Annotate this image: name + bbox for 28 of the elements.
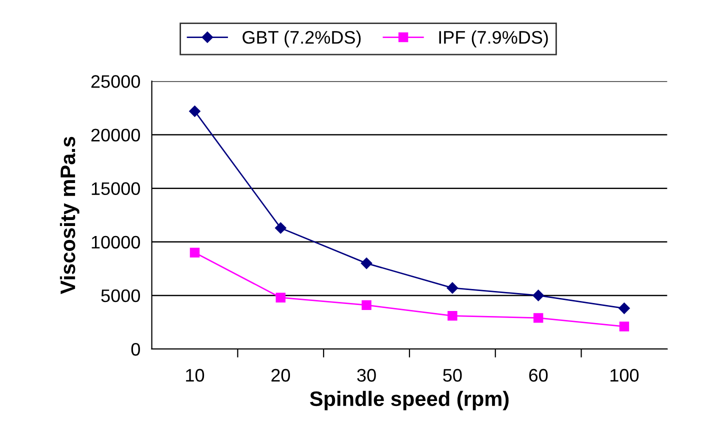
x-tick-label: 100 — [610, 368, 639, 382]
point — [190, 248, 200, 258]
y-tick-label: 5000 — [101, 289, 140, 302]
legend-label: GBT (7.2%DS) — [242, 30, 361, 48]
point — [619, 322, 630, 332]
y-tick-label: 0 — [131, 342, 140, 356]
point — [618, 302, 630, 314]
point — [532, 290, 544, 302]
x-tick-label: 60 — [529, 368, 548, 382]
y-tick-label: 20000 — [91, 128, 140, 142]
legend-label: IPF (7.9%DS) — [439, 30, 548, 48]
point — [275, 222, 286, 234]
y-tick-label: 15000 — [92, 182, 140, 196]
point — [533, 313, 544, 323]
point — [448, 310, 458, 321]
x-axis-title: Spindle speed (rpm) — [310, 390, 509, 410]
y-tick-label: 25000 — [91, 75, 140, 88]
y-axis-title: Viscosity mPa.s — [60, 136, 80, 294]
point — [276, 292, 286, 302]
y-tick-label: 10000 — [92, 236, 140, 249]
x-tick-label: 20 — [272, 368, 290, 382]
point — [446, 282, 458, 294]
x-tick-label: 30 — [357, 368, 376, 382]
point — [362, 300, 372, 310]
point — [360, 258, 372, 269]
x-tick-label: 10 — [186, 368, 204, 382]
point — [189, 106, 200, 117]
x-tick-label: 50 — [443, 368, 462, 382]
